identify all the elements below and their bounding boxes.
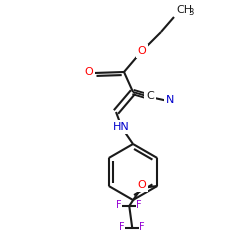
Text: F: F [116, 200, 122, 210]
Text: F: F [120, 222, 125, 232]
Text: F: F [136, 200, 142, 210]
Text: O: O [138, 180, 146, 190]
Text: HN: HN [112, 122, 130, 132]
Text: CH: CH [176, 5, 192, 15]
Text: F: F [140, 222, 145, 232]
Text: C: C [146, 91, 154, 101]
Text: O: O [84, 67, 94, 77]
Text: 3: 3 [188, 8, 194, 17]
Text: O: O [138, 46, 146, 56]
Text: N: N [166, 95, 174, 105]
